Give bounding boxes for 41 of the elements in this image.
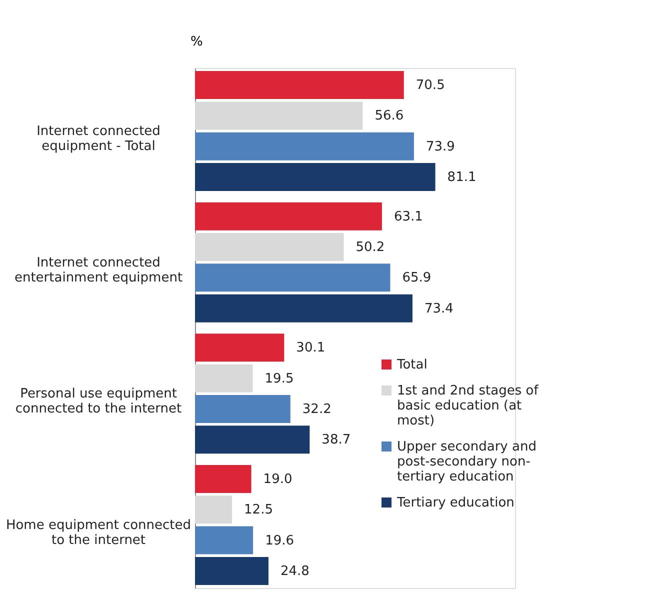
data-label: 50.2 bbox=[356, 240, 385, 256]
legend-label: Tertiary education bbox=[396, 496, 514, 510]
y-tick-label: Home equipment connected to the internet bbox=[6, 518, 192, 548]
legend-label: Upper secondary and post-secondary non-tertiary education bbox=[397, 440, 536, 484]
bar bbox=[195, 294, 412, 322]
data-label: 73.9 bbox=[426, 139, 455, 154]
bar bbox=[195, 71, 404, 100]
bar bbox=[195, 334, 284, 362]
bar bbox=[195, 264, 390, 292]
data-label: 30.1 bbox=[296, 340, 326, 356]
y-tick-label: Internet connected equipment - Total bbox=[36, 124, 160, 154]
bar bbox=[195, 364, 253, 392]
data-label: 63.1 bbox=[394, 209, 423, 224]
y-axis-title: % bbox=[190, 34, 203, 50]
data-label: 73.4 bbox=[424, 301, 454, 316]
bar bbox=[195, 526, 254, 554]
legend-label: 1st and 2nd stages of basic education (at most) bbox=[397, 384, 539, 428]
bar bbox=[195, 132, 414, 160]
data-label: 38.7 bbox=[322, 432, 351, 448]
bar bbox=[195, 496, 232, 524]
legend-label: Total bbox=[396, 358, 428, 372]
bar bbox=[195, 426, 310, 454]
y-tick-label: Internet connected entertainment equipment bbox=[14, 255, 183, 286]
data-label: 12.5 bbox=[244, 502, 273, 518]
data-label: 70.5 bbox=[416, 78, 445, 94]
y-tick-label: Personal use equipment connected to the internet bbox=[15, 386, 182, 417]
bar bbox=[195, 556, 268, 585]
data-label: 32.2 bbox=[302, 402, 332, 417]
data-label: 19.6 bbox=[265, 533, 294, 548]
bar bbox=[195, 102, 363, 130]
data-label: 65.9 bbox=[402, 270, 432, 286]
bar bbox=[195, 163, 436, 192]
bar bbox=[195, 233, 344, 262]
data-label: 24.8 bbox=[280, 564, 310, 579]
data-label: 56.6 bbox=[374, 108, 404, 124]
data-label: 19.0 bbox=[263, 472, 292, 487]
bar bbox=[195, 202, 382, 230]
bar bbox=[195, 464, 252, 493]
data-label: 19.5 bbox=[264, 371, 294, 386]
bar bbox=[195, 394, 290, 423]
data-label: 81.1 bbox=[447, 170, 476, 186]
